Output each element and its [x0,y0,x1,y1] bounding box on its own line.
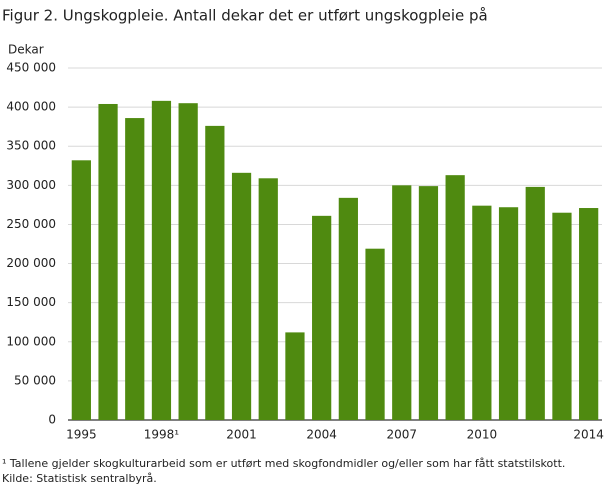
bar [579,208,599,420]
chart-title: Figur 2. Ungskogpleie. Antall dekar det … [2,7,488,25]
bar [392,185,412,420]
y-tick-label: 350 000 [6,139,56,153]
y-tick-label: 450 000 [6,61,56,75]
x-tick-label: 2007 [386,428,417,442]
x-tick-label: 2014 [573,428,604,442]
x-tick-label: 2001 [226,428,257,442]
footnote: ¹ Tallene gjelder skogkulturarbeid som e… [2,457,565,470]
y-tick-label: 250 000 [6,217,56,231]
x-tick-label: 2010 [467,428,498,442]
y-tick-label: 0 [48,413,56,427]
y-tick-label: 300 000 [6,178,56,192]
bar [258,178,278,420]
y-tick-label: 50 000 [14,373,56,387]
bar [445,175,465,420]
bar [338,197,358,420]
bar [472,205,492,420]
y-tick-label: 150 000 [6,295,56,309]
bar [178,103,198,420]
bar [552,212,572,420]
source: Kilde: Statistisk sentralbyrå. [2,472,157,485]
x-tick-label: 2004 [306,428,337,442]
bar [498,207,519,420]
bar [98,103,118,420]
y-tick-label: 400 000 [6,100,56,114]
bar [125,118,145,420]
x-tick-label: 1998¹ [144,428,180,442]
bar [151,100,172,420]
bar [365,248,385,420]
bar [418,186,439,420]
bar [285,332,305,420]
bar [525,186,545,420]
bar [71,160,91,420]
y-axis-title: Dekar [8,43,44,57]
y-tick-label: 200 000 [6,256,56,270]
bar [205,125,225,420]
bar [231,172,252,420]
bar [312,215,332,420]
x-tick-label: 1995 [66,428,97,442]
y-tick-label: 100 000 [6,334,56,348]
